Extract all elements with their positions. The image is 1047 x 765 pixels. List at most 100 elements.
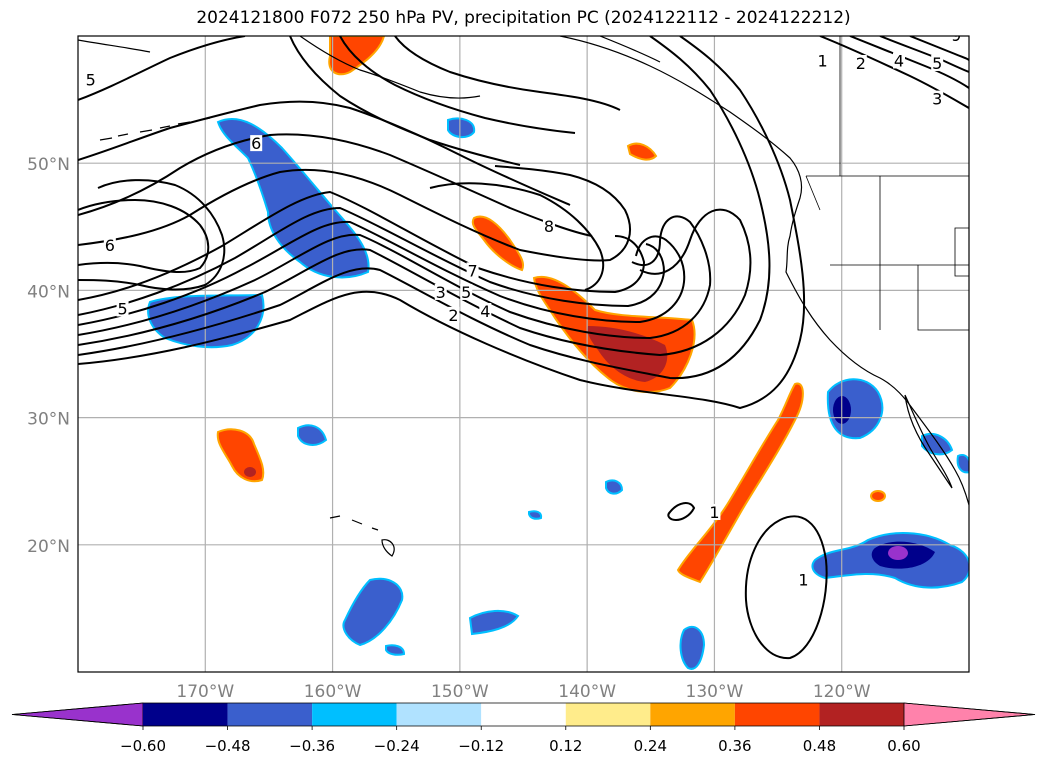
- contour-label: 4: [894, 51, 904, 70]
- contour-label-bg: [466, 262, 479, 279]
- pv-contour: [78, 190, 646, 301]
- precip-negative-patch: [385, 644, 406, 656]
- pv-contour-closed: [667, 502, 696, 522]
- contour-label: 7: [467, 261, 477, 280]
- contour-label-bg: [797, 571, 810, 588]
- contour-label: 1: [709, 503, 719, 522]
- contour-label-bg: [816, 52, 829, 69]
- pv-contour: [289, 36, 521, 166]
- pv-contour: [849, 36, 969, 89]
- precip-strong-positive-core: [587, 326, 668, 382]
- colorbar-tick-label: 0.12: [549, 737, 582, 755]
- colorbar-box: [565, 703, 651, 726]
- pv-contour: [78, 198, 210, 274]
- contour-label: 1: [818, 51, 828, 70]
- lat-tick-label: 40°N: [27, 282, 70, 302]
- longitude-labels: 170°W 160°W 150°W 140°W 130°W 120°W: [176, 682, 870, 700]
- pv-contour: [909, 36, 969, 61]
- colorbar-extend-max: [903, 702, 1036, 727]
- colorbar-tick-label: −0.60: [120, 737, 166, 755]
- colorbar-box: [143, 703, 228, 726]
- pv-contour: [78, 220, 686, 326]
- lon-tick-label: 150°W: [431, 682, 489, 700]
- contour-label-bg: [854, 54, 867, 71]
- colorbar-box: [312, 703, 397, 726]
- coastlines: [78, 36, 969, 557]
- colorbar-tick-label: −0.12: [458, 737, 504, 755]
- pv-contour: [78, 36, 771, 380]
- precip-extreme-negative-core: [888, 546, 908, 560]
- pv-contour: [78, 133, 593, 237]
- precip-negative-patch: [468, 610, 520, 636]
- contour-label: 9: [951, 26, 961, 45]
- contour-label: 3: [436, 283, 446, 302]
- pv-contour-closed: [744, 515, 828, 660]
- lat-tick-label: 20°N: [27, 537, 70, 557]
- colorbar-box: [481, 703, 566, 726]
- north-america-coastline: [559, 36, 969, 506]
- contour-label: 3: [932, 90, 942, 109]
- precip-negative-patch: [447, 117, 476, 138]
- contour-label-bg: [250, 135, 263, 152]
- lon-tick-label: 160°W: [304, 682, 362, 700]
- contour-label: 2: [448, 306, 458, 325]
- lat-tick-label: 30°N: [27, 410, 70, 430]
- pv-contour: [429, 182, 605, 291]
- latitude-labels: 50°N 40°N 30°N 20°N: [27, 155, 70, 557]
- precip-negative-patch: [216, 117, 370, 279]
- colorbar-box: [734, 703, 820, 726]
- pv-contour: [339, 36, 576, 134]
- map-frame: [77, 35, 970, 673]
- contour-label: 5: [117, 299, 127, 318]
- contour-label-bg: [931, 54, 944, 71]
- contour-label: 4: [480, 302, 490, 321]
- precip-negative-patch: [605, 479, 624, 495]
- pv-contour: [819, 36, 969, 109]
- colorbar-extend-min: [11, 702, 144, 727]
- lon-tick-label: 130°W: [686, 682, 744, 700]
- contour-label: 2: [856, 54, 866, 73]
- pv-contour: [78, 100, 571, 206]
- colorbar-outline: [11, 702, 1036, 727]
- colorbar-tick-label: −0.24: [374, 737, 420, 755]
- baja-coastline: [904, 394, 953, 489]
- chart-title: 2024121800 F072 250 hPa PV, precipitatio…: [196, 8, 851, 28]
- contour-label: 5: [86, 71, 96, 90]
- precip-positive-patch: [626, 142, 658, 161]
- colorbar-boxes: [11, 702, 1036, 727]
- contour-label: 5: [932, 54, 942, 73]
- pv-contour: [394, 36, 621, 111]
- pv-contour: [78, 165, 631, 262]
- precip-positive-patch: [870, 490, 886, 502]
- precip-negative-patch: [528, 510, 543, 520]
- colorbar-tick-label: 0.60: [887, 737, 920, 755]
- hawaii-islands: [329, 515, 395, 557]
- contour-label-bg: [931, 90, 944, 107]
- contour-label-bg: [84, 71, 97, 88]
- contour-label-bg: [447, 306, 460, 323]
- colorbar-tick-label: −0.36: [289, 737, 335, 755]
- colorbar-tick-label: −0.48: [205, 737, 251, 755]
- contour-label: 6: [105, 236, 115, 255]
- contour-label-bg: [708, 504, 721, 520]
- contour-label: 8: [544, 217, 554, 236]
- lat-tick-label: 50°N: [27, 155, 70, 175]
- colorbar-box: [819, 703, 904, 726]
- lon-tick-label: 120°W: [813, 682, 871, 700]
- precip-positive-patch: [328, 36, 386, 76]
- us-state-borders: [805, 36, 969, 331]
- pv-contour: [78, 36, 246, 101]
- colorbar-tick-labels: −0.60 −0.48 −0.36 −0.24 −0.12 0.12 0.24 0.36 0.4…: [120, 726, 921, 755]
- alaska-coastline: [78, 36, 661, 99]
- precip-strong-positive-core: [244, 467, 256, 477]
- precip-negative-patch: [297, 424, 328, 446]
- colorbar-box: [650, 703, 735, 726]
- contour-label: 5: [461, 283, 471, 302]
- colorbar-tick-label: 0.48: [803, 737, 836, 755]
- contour-label-bg: [434, 283, 447, 300]
- contour-label-bg: [103, 236, 116, 253]
- colorbar-box: [227, 703, 313, 726]
- lon-tick-label: 140°W: [558, 682, 616, 700]
- pv-contour: [78, 179, 226, 291]
